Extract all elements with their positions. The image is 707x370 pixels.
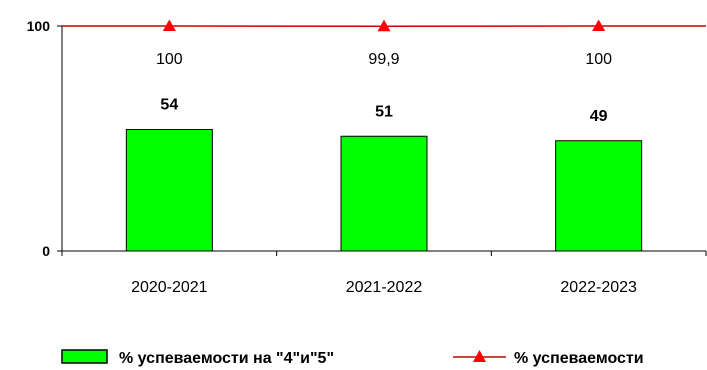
bar-value-label: 51 — [375, 103, 393, 120]
y-tick-label: 0 — [42, 243, 50, 259]
line-point-triangle — [377, 19, 391, 32]
legend-label-line: % успеваемости — [514, 350, 644, 367]
x-tick-label: 2020-2021 — [131, 279, 208, 296]
legend: % успеваемости на "4"и"5" % успеваемости — [61, 349, 644, 367]
y-tick-label: 100 — [27, 18, 51, 34]
x-tick-label: 2021-2022 — [346, 279, 423, 296]
bar-value-label: 49 — [590, 108, 608, 125]
line-value-label: 100 — [156, 51, 183, 68]
line-value-label: 100 — [585, 51, 612, 68]
bar-series — [125, 129, 643, 252]
line-series — [62, 19, 706, 32]
bar — [125, 129, 213, 252]
x-ticks: 2020-2021 2021-2022 2022-2023 — [61, 251, 707, 296]
axes: 0 100 2020-2021 2021-2022 2022-2023 — [27, 18, 707, 296]
data-labels: 54 51 49 100 99,9 100 — [156, 51, 612, 125]
bar — [340, 135, 428, 252]
legend-triangle-icon — [473, 350, 486, 362]
bar — [555, 140, 643, 252]
line-value-label: 99,9 — [368, 51, 399, 68]
x-tick-label: 2022-2023 — [560, 279, 637, 296]
bar-value-label: 54 — [160, 97, 178, 114]
legend-swatch-bars — [61, 349, 108, 364]
legend-label-bars: % успеваемости на "4"и"5" — [119, 350, 334, 367]
y-ticks: 0 100 — [27, 18, 62, 259]
line-point-triangle — [162, 19, 176, 31]
line-point-triangle — [592, 19, 606, 31]
